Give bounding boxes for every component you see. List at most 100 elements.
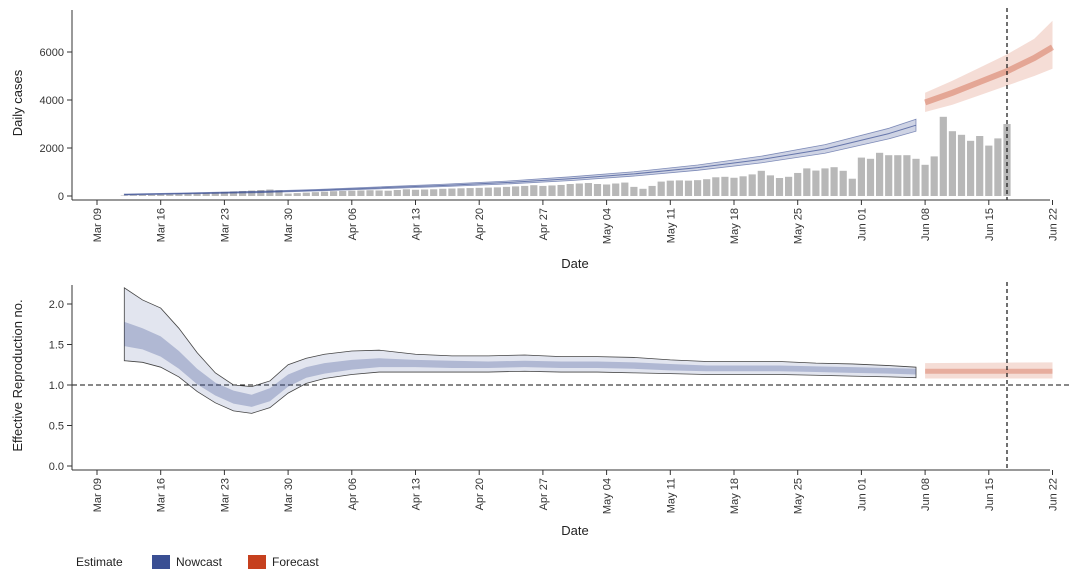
legend-swatch-nowcast xyxy=(152,555,170,569)
x-tick-label: Mar 09 xyxy=(92,478,104,512)
case-bar xyxy=(621,182,629,196)
case-bar xyxy=(1003,124,1011,196)
x-tick-label: May 18 xyxy=(729,208,741,244)
x-tick-label: Mar 16 xyxy=(156,478,168,512)
case-bar xyxy=(475,187,483,196)
case-bar xyxy=(894,155,902,196)
case-bar xyxy=(575,183,583,196)
case-bar xyxy=(457,188,465,196)
x-tick-label: Jun 15 xyxy=(984,478,996,511)
case-bar xyxy=(275,190,283,196)
x-tick-label: Jun 22 xyxy=(1048,478,1060,511)
x-tick-label: Apr 27 xyxy=(538,478,550,510)
case-bar xyxy=(985,145,993,196)
case-bar xyxy=(848,178,856,196)
case-bar xyxy=(885,155,893,196)
case-bar xyxy=(448,188,456,196)
y-tick-label: 4000 xyxy=(40,95,64,107)
x-tick-label: Jun 08 xyxy=(920,208,932,241)
x-tick-label: May 25 xyxy=(793,478,805,514)
case-bar xyxy=(766,175,774,196)
case-bar xyxy=(775,178,784,196)
case-bar xyxy=(812,170,820,196)
case-bar xyxy=(712,177,720,196)
case-bar xyxy=(484,187,492,196)
reproduction-number-panel: 0.0 0.5 1.0 1.5 2.0 Mar 09 Mar 16 Mar 23 Mar 30 A… xyxy=(10,282,1072,538)
case-bar xyxy=(138,195,147,196)
case-bar xyxy=(803,168,811,196)
case-bar xyxy=(330,191,338,196)
x-tick-label: May 04 xyxy=(602,478,614,514)
case-bar xyxy=(748,174,756,196)
case-bar xyxy=(521,185,529,196)
case-bar xyxy=(530,185,538,196)
case-bar xyxy=(630,186,638,196)
y-tick-label: 0.0 xyxy=(49,461,64,473)
legend-title: Estimate xyxy=(76,555,123,569)
case-bar xyxy=(830,167,838,196)
case-bar xyxy=(348,190,356,196)
nowcast-band xyxy=(123,118,917,196)
case-bar xyxy=(730,177,738,196)
nowcast-median-line xyxy=(124,124,917,196)
case-bar xyxy=(402,189,410,196)
x-axis-title: Date xyxy=(561,523,588,538)
case-bar xyxy=(703,179,711,196)
case-bar xyxy=(384,190,392,196)
case-bar xyxy=(375,190,383,196)
x-tick-label: Jun 22 xyxy=(1048,208,1060,241)
x-tick-label: Mar 09 xyxy=(92,208,104,242)
case-bar xyxy=(721,176,729,196)
y-tick-label: 1.0 xyxy=(49,380,64,392)
case-bar xyxy=(657,181,665,196)
case-bar xyxy=(666,180,674,196)
case-bar xyxy=(439,188,447,196)
case-bar xyxy=(502,186,511,196)
y-tick-label: 2.0 xyxy=(49,299,64,311)
case-bar xyxy=(430,189,438,196)
case-bar xyxy=(493,187,501,196)
case-bar xyxy=(903,155,911,196)
case-bar xyxy=(967,140,975,196)
case-bar xyxy=(684,180,693,196)
x-axis-title: Date xyxy=(561,256,588,271)
case-bar xyxy=(466,188,474,196)
legend-label-forecast: Forecast xyxy=(272,555,319,569)
legend-label-nowcast: Nowcast xyxy=(176,555,223,569)
case-bar xyxy=(876,152,884,196)
nowcast-outer-band xyxy=(123,287,917,414)
daily-cases-panel: 0 2000 4000 6000 Mar 09 Mar 16 Mar 23 Mar 30 Apr… xyxy=(10,8,1060,271)
case-bar xyxy=(994,138,1002,196)
case-bar xyxy=(839,170,847,196)
x-tick-label: May 11 xyxy=(665,208,677,243)
case-bar xyxy=(976,136,984,196)
case-bar xyxy=(302,192,310,196)
case-bar xyxy=(939,116,947,196)
case-bar xyxy=(366,190,374,196)
case-bar xyxy=(930,156,938,196)
forecast-band xyxy=(925,20,1053,112)
case-bar xyxy=(512,186,520,196)
case-bar xyxy=(785,176,793,196)
legend: Estimate Nowcast Forecast xyxy=(76,555,319,569)
case-bar xyxy=(603,184,611,196)
x-tick-label: May 25 xyxy=(793,208,805,244)
x-tick-label: Apr 27 xyxy=(538,208,550,240)
x-tick-label: Jun 01 xyxy=(856,208,868,241)
nowcast-inner-band xyxy=(124,321,917,407)
case-bar xyxy=(339,190,347,196)
case-bar xyxy=(912,158,920,196)
x-tick-label: Apr 13 xyxy=(411,478,423,510)
case-bar xyxy=(857,157,865,196)
case-bar xyxy=(948,131,956,196)
case-bar xyxy=(148,194,156,196)
case-bar xyxy=(184,193,192,196)
case-bar xyxy=(821,168,829,196)
case-bar xyxy=(393,190,401,196)
y-tick-label: 1.5 xyxy=(49,340,64,352)
x-tick-label: Apr 13 xyxy=(411,208,423,240)
case-bar xyxy=(539,185,547,196)
case-bar xyxy=(202,192,210,196)
